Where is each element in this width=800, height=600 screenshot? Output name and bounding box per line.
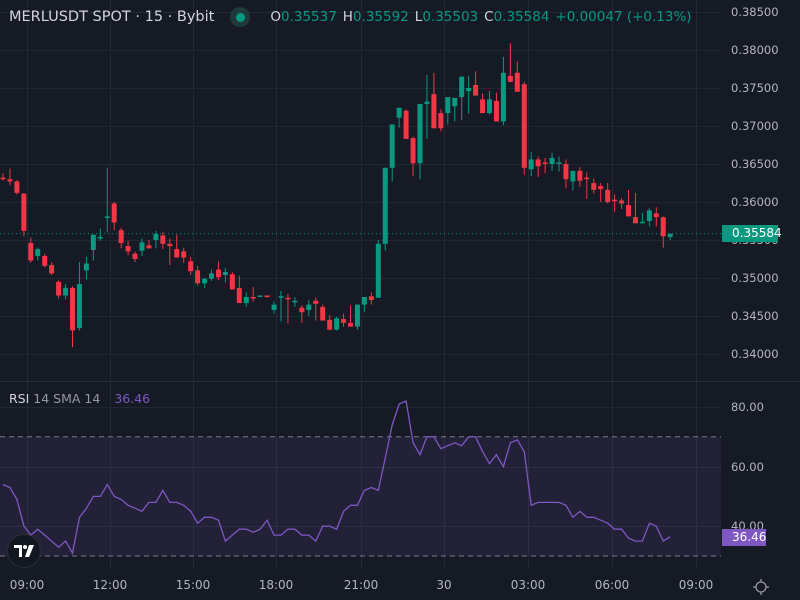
price-tick-label: 0.36000: [731, 195, 779, 209]
candlestick-series[interactable]: [0, 43, 673, 348]
rsi-tick-label: 80.00: [731, 400, 764, 414]
rsi-tick-label: 60.00: [731, 459, 764, 474]
price-tick-label: 0.37500: [731, 81, 779, 95]
open-value: 0.35537: [280, 9, 337, 25]
rsi-band-fill: [0, 436, 721, 556]
rsi-last-badge: 36.46: [722, 529, 766, 546]
price-tick-label: 0.38500: [731, 5, 779, 19]
time-tick-label: 18:00: [258, 578, 294, 592]
time-tick-label: 15:00: [175, 578, 211, 592]
rsi-value: 36.46: [114, 391, 151, 406]
rsi-name: RSI: [9, 391, 30, 406]
low-value: 0.35503: [422, 9, 479, 25]
price-tick-label: 0.36500: [731, 157, 779, 171]
price-tick-label: 0.35000: [731, 271, 779, 285]
time-tick-label: 21:00: [343, 578, 379, 592]
symbol-legend: MERLUSDT SPOT · 15 · Bybit O 0.35537 H 0.3…: [9, 7, 692, 27]
price-tick-label: 0.38000: [731, 43, 779, 57]
tradingview-logo-icon: [14, 545, 34, 557]
settings-gear-icon[interactable]: [752, 578, 770, 596]
rsi-legend[interactable]: RSI 14 SMA 14 36.46: [9, 391, 150, 406]
open-label: O: [270, 9, 281, 25]
high-label: H: [342, 9, 353, 25]
time-tick-label: 09:00: [678, 578, 714, 592]
close-value: 0.35584: [493, 9, 550, 25]
time-tick-label: 09:00: [9, 578, 45, 592]
high-value: 0.35592: [352, 9, 409, 25]
low-label: L: [414, 9, 423, 25]
change-value: +0.00047 (+0.13%): [555, 9, 692, 25]
time-tick-label: 03:00: [510, 578, 546, 592]
price-tick-label: 0.34500: [731, 309, 779, 323]
rsi-params: 14 SMA 14: [33, 391, 101, 406]
tradingview-logo[interactable]: [7, 534, 41, 568]
symbol-title[interactable]: MERLUSDT SPOT · 15 · Bybit: [9, 9, 215, 25]
price-tick-label: 0.37000: [731, 119, 779, 133]
time-tick-label: 06:00: [594, 578, 630, 592]
price-tick-label: 0.34000: [731, 347, 779, 361]
time-tick-label: 30: [436, 578, 452, 592]
close-label: C: [484, 9, 494, 25]
last-price-badge: 0.35584: [722, 225, 782, 242]
market-status-icon[interactable]: [230, 7, 251, 27]
rsi-band-lines: [0, 436, 721, 557]
rsi-line: [2, 400, 671, 555]
grid-lines: [0, 0, 721, 568]
time-tick-label: 12:00: [92, 578, 128, 592]
